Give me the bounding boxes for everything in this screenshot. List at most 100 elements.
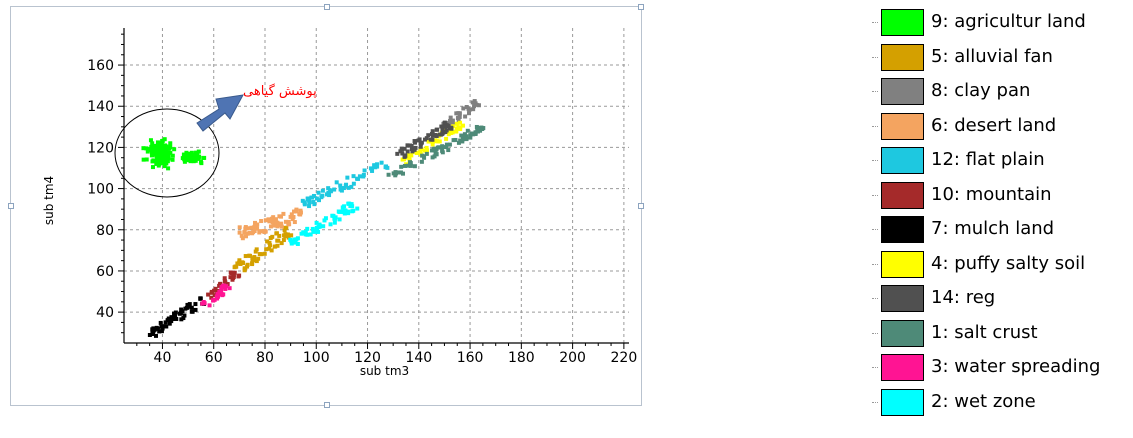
y-tick-label: 160	[87, 58, 114, 74]
data-point	[168, 317, 173, 322]
series-4	[237, 207, 303, 241]
data-point	[443, 124, 448, 129]
data-point	[162, 137, 167, 142]
data-point	[155, 140, 160, 145]
data-point	[183, 157, 188, 162]
data-point	[254, 259, 259, 264]
y-tick-label: 80	[96, 223, 114, 239]
legend-swatch	[881, 147, 924, 174]
data-point	[321, 224, 326, 229]
resize-handle-right[interactable]	[638, 203, 644, 209]
data-point	[170, 157, 175, 162]
data-point	[433, 133, 438, 138]
legend-label: 4: puffy salty soil	[931, 252, 1086, 274]
data-point	[310, 226, 315, 231]
resize-handle-top[interactable]	[324, 4, 330, 10]
x-tick-label: 200	[559, 350, 586, 366]
data-point	[298, 208, 303, 213]
data-point	[232, 270, 237, 275]
data-point	[458, 125, 463, 130]
data-point	[237, 258, 242, 263]
data-point	[192, 156, 197, 161]
data-point	[243, 234, 248, 239]
legend-label: 7: mulch land	[931, 218, 1055, 239]
data-point	[196, 155, 201, 160]
data-point	[250, 231, 255, 236]
annotation-label: پوشش گیاهی	[243, 83, 317, 99]
data-point	[454, 121, 459, 126]
data-point	[250, 261, 255, 266]
data-point	[454, 129, 459, 134]
data-point	[440, 145, 445, 150]
data-point	[276, 238, 281, 243]
data-point	[319, 195, 324, 200]
data-point	[215, 291, 220, 296]
data-point	[211, 298, 216, 303]
data-point	[213, 286, 218, 291]
resize-handle-left[interactable]	[8, 203, 14, 209]
data-point	[385, 165, 390, 170]
data-point	[458, 120, 463, 125]
data-point	[413, 140, 418, 145]
data-point	[327, 193, 332, 198]
legend-connector	[872, 367, 878, 369]
data-point	[193, 158, 198, 163]
data-point	[277, 233, 282, 238]
data-point	[267, 240, 272, 245]
data-point	[474, 102, 479, 107]
data-point	[277, 214, 282, 219]
data-point	[151, 158, 156, 163]
data-point	[252, 255, 257, 260]
legend-connector	[872, 229, 878, 231]
data-point	[157, 329, 162, 334]
data-point	[407, 154, 412, 159]
data-point	[357, 174, 362, 179]
data-point	[463, 114, 468, 119]
data-point	[164, 161, 169, 166]
data-point	[462, 132, 467, 137]
data-point	[181, 152, 186, 157]
data-point	[409, 147, 414, 152]
data-point	[255, 222, 260, 227]
data-point	[243, 226, 248, 231]
data-point	[150, 330, 155, 335]
chart-frame[interactable]: 40 60 80 100 120 140 160 180 200 220 40 60 80 100 120 1…	[8, 4, 644, 408]
data-point	[457, 111, 462, 116]
data-point	[162, 324, 167, 329]
legend-item: 2: wet zone	[872, 386, 1130, 419]
data-point	[267, 246, 272, 251]
data-point	[396, 170, 401, 175]
data-point	[393, 173, 398, 178]
legend-connector	[872, 56, 878, 59]
data-point	[450, 118, 455, 123]
data-point	[373, 164, 378, 169]
data-point	[430, 142, 435, 147]
data-point	[410, 149, 415, 154]
data-point	[292, 237, 297, 242]
data-point	[343, 183, 348, 188]
data-point	[281, 211, 286, 216]
data-point	[268, 224, 273, 229]
resize-handle-top-right[interactable]	[638, 4, 644, 10]
data-point	[269, 248, 274, 253]
data-point	[185, 303, 190, 308]
data-point	[298, 212, 303, 217]
data-point	[165, 159, 170, 164]
data-point	[337, 217, 342, 222]
data-point	[307, 204, 312, 209]
data-point	[158, 155, 163, 160]
data-point	[322, 218, 327, 223]
legend-item: 9: agricultur land	[872, 6, 1130, 39]
data-point	[180, 156, 185, 161]
data-point	[179, 307, 184, 312]
data-point	[167, 146, 172, 151]
resize-handle-bottom[interactable]	[324, 402, 330, 408]
data-point	[221, 292, 226, 297]
data-point	[461, 137, 466, 142]
data-point	[472, 104, 477, 109]
data-point	[431, 148, 436, 153]
data-point	[289, 241, 294, 246]
data-point	[442, 120, 447, 125]
data-point	[222, 276, 227, 281]
data-point	[334, 180, 339, 185]
